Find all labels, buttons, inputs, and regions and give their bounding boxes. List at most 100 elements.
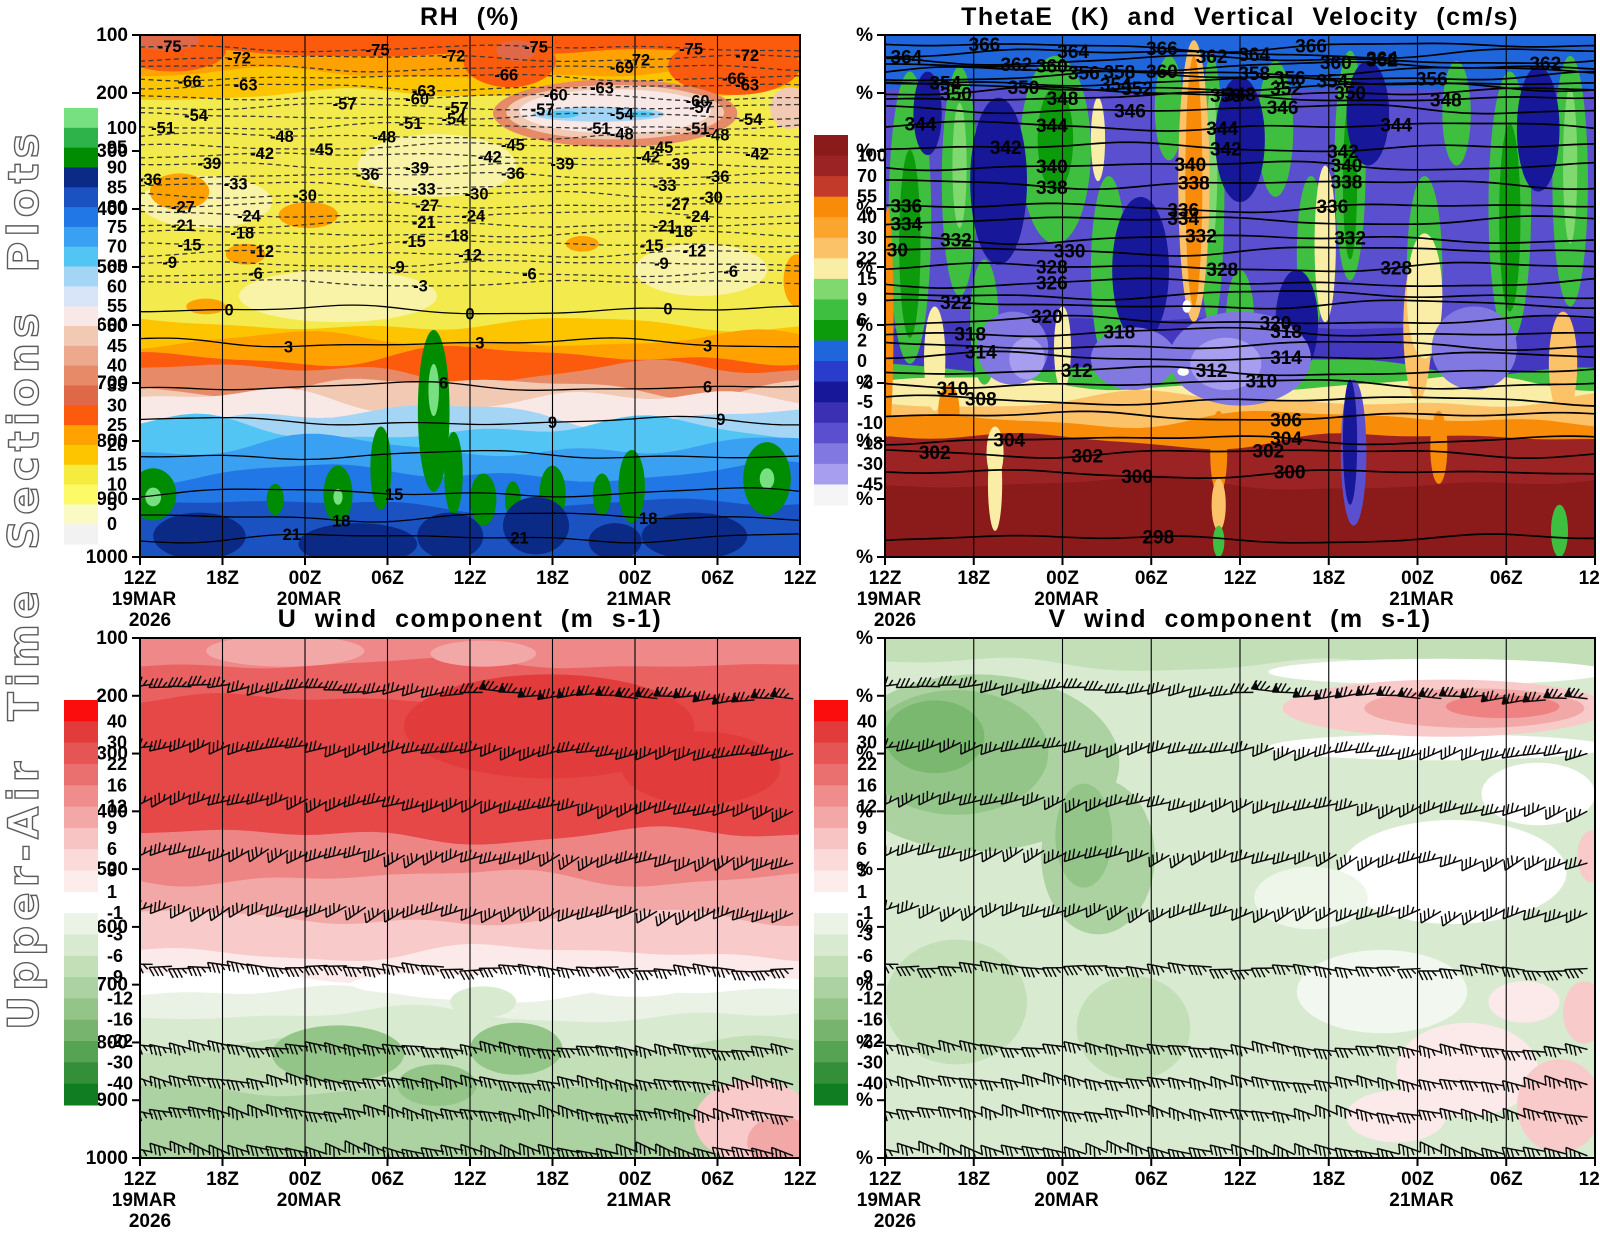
svg-text:18Z: 18Z	[536, 568, 569, 589]
svg-text:30: 30	[107, 733, 127, 753]
svg-text:45: 45	[107, 336, 127, 356]
svg-text:100: 100	[96, 628, 128, 649]
svg-text:-27: -27	[415, 197, 439, 215]
svg-text:-72: -72	[227, 50, 251, 68]
svg-text:%: %	[856, 1032, 873, 1053]
svg-text:338: 338	[1178, 174, 1210, 195]
rh-contours	[140, 44, 800, 544]
svg-text:318: 318	[1270, 322, 1302, 343]
svg-text:00Z: 00Z	[1401, 1169, 1434, 1190]
svg-text:22: 22	[857, 248, 877, 268]
svg-text:95: 95	[107, 138, 127, 158]
svg-text:800: 800	[96, 1032, 128, 1053]
svg-text:-42: -42	[745, 145, 769, 163]
svg-text:-72: -72	[735, 47, 759, 65]
svg-text:320: 320	[1260, 314, 1292, 335]
svg-text:15: 15	[107, 455, 127, 475]
svg-text:06Z: 06Z	[1490, 568, 1523, 589]
svg-text:350: 350	[940, 84, 972, 105]
svg-text:40: 40	[857, 711, 877, 731]
svg-text:%: %	[856, 83, 873, 104]
svg-text:19MAR: 19MAR	[857, 589, 922, 610]
svg-text:-18: -18	[857, 433, 883, 453]
svg-text:300: 300	[1274, 463, 1306, 484]
svg-text:0: 0	[107, 514, 117, 534]
svg-text:-60: -60	[544, 86, 568, 104]
svg-text:304: 304	[993, 430, 1025, 451]
svg-text:-24: -24	[686, 208, 711, 226]
rh-x-axis: 12Z 18Z 00Z 06Z 12Z 18Z 00Z 06Z 12Z19MAR202620MA…	[112, 557, 817, 631]
svg-text:1: 1	[857, 882, 867, 902]
svg-text:06Z: 06Z	[1490, 1169, 1523, 1190]
svg-text:6: 6	[439, 374, 448, 392]
svg-text:50: 50	[107, 316, 127, 336]
svg-text:12Z: 12Z	[784, 1169, 817, 1190]
svg-text:344: 344	[1380, 115, 1412, 136]
svg-text:-9: -9	[162, 254, 177, 272]
svg-text:-48: -48	[270, 128, 294, 146]
svg-text:3: 3	[703, 337, 712, 355]
svg-text:25: 25	[107, 415, 127, 435]
svg-text:-2: -2	[857, 372, 873, 392]
svg-text:-42: -42	[250, 145, 274, 163]
svg-text:06Z: 06Z	[371, 568, 404, 589]
svg-text:6: 6	[703, 379, 712, 397]
svg-text:15: 15	[857, 269, 877, 289]
svg-text:%: %	[856, 801, 873, 822]
vwind-wind-barbs	[885, 675, 1588, 1158]
svg-text:360: 360	[1036, 57, 1068, 78]
svg-text:-69: -69	[610, 59, 634, 77]
svg-text:-63: -63	[735, 77, 759, 95]
svg-text:-57: -57	[445, 100, 469, 118]
svg-text:310: 310	[1245, 372, 1277, 393]
vwind-panel: %%%%%%%%%%12Z18Z00Z06Z12Z18Z00Z06Z12Z19M…	[814, 628, 1600, 1232]
svg-text:-66: -66	[722, 70, 746, 88]
svg-text:12Z: 12Z	[1579, 568, 1600, 589]
svg-text:310: 310	[937, 379, 969, 400]
uwind-gridlines	[221, 638, 719, 1158]
svg-text:366: 366	[1146, 39, 1178, 60]
svg-text:330: 330	[1054, 242, 1086, 263]
svg-text:75: 75	[107, 217, 127, 237]
svg-text:2026: 2026	[129, 1211, 171, 1232]
svg-text:-18: -18	[445, 227, 469, 245]
svg-text:30: 30	[107, 395, 127, 415]
svg-text:%: %	[856, 686, 873, 707]
svg-text:-54: -54	[184, 107, 209, 125]
svg-text:362: 362	[1366, 51, 1398, 72]
svg-text:366: 366	[1295, 36, 1327, 57]
svg-text:9: 9	[107, 818, 117, 838]
svg-text:336: 336	[1167, 200, 1199, 221]
svg-text:%: %	[856, 859, 873, 880]
svg-text:-27: -27	[171, 199, 195, 217]
svg-text:-54: -54	[610, 106, 635, 124]
svg-text:-9: -9	[857, 967, 873, 987]
svg-text:330: 330	[876, 241, 908, 262]
svg-text:85: 85	[107, 177, 127, 197]
svg-text:18: 18	[639, 510, 657, 528]
svg-text:1000: 1000	[86, 547, 128, 568]
svg-text:12Z: 12Z	[1224, 568, 1257, 589]
svg-text:-30: -30	[107, 1052, 133, 1072]
svg-text:6: 6	[107, 839, 117, 859]
svg-text:340: 340	[1174, 155, 1206, 176]
svg-text:-48: -48	[372, 128, 396, 146]
svg-text:3: 3	[857, 861, 867, 881]
svg-text:-6: -6	[723, 263, 738, 281]
vwind-x-axis: 12Z18Z00Z06Z12Z18Z00Z06Z12Z19MAR202620MA…	[857, 1158, 1600, 1232]
svg-text:338: 338	[1036, 178, 1068, 199]
svg-text:400: 400	[96, 199, 128, 220]
svg-text:306: 306	[1270, 411, 1302, 432]
panel-title-u-wind: U wind component (m s-1)	[278, 605, 663, 633]
svg-text:16: 16	[857, 775, 877, 795]
svg-text:900: 900	[96, 1090, 128, 1111]
svg-text:22: 22	[857, 754, 877, 774]
svg-text:-9: -9	[107, 967, 123, 987]
svg-text:12Z: 12Z	[869, 1169, 902, 1190]
svg-text:344: 344	[905, 115, 937, 136]
svg-text:19MAR: 19MAR	[112, 589, 177, 610]
svg-text:-39: -39	[405, 160, 429, 178]
